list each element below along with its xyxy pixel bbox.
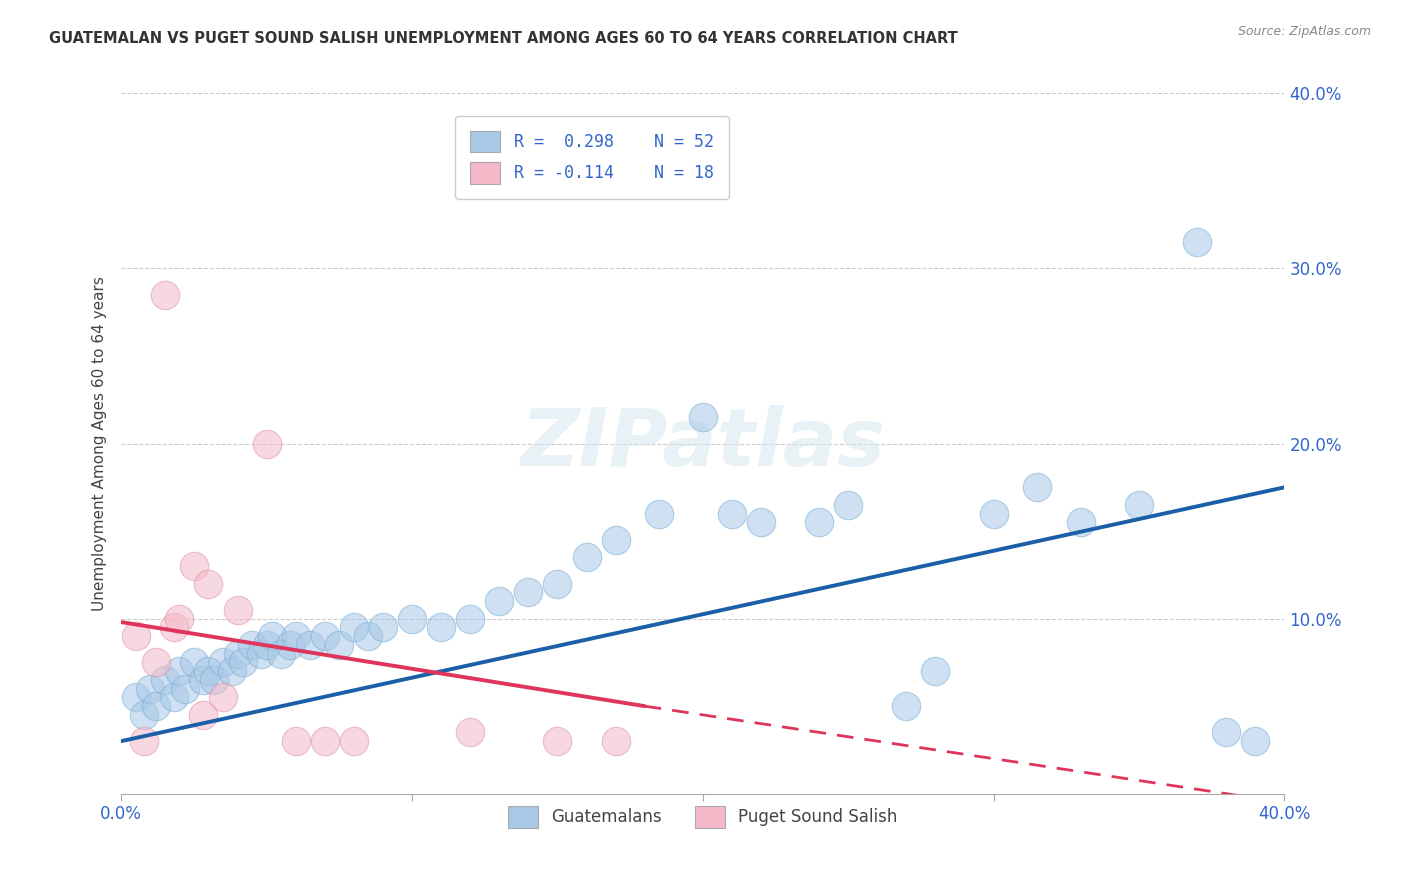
Point <box>357 629 380 643</box>
Point <box>145 699 167 714</box>
Text: GUATEMALAN VS PUGET SOUND SALISH UNEMPLOYMENT AMONG AGES 60 TO 64 YEARS CORRELAT: GUATEMALAN VS PUGET SOUND SALISH UNEMPLO… <box>49 31 957 46</box>
Point <box>749 516 772 530</box>
Point <box>256 638 278 652</box>
Point <box>278 638 301 652</box>
Point <box>458 611 481 625</box>
Point <box>721 507 744 521</box>
Point <box>162 620 184 634</box>
Y-axis label: Unemployment Among Ages 60 to 64 years: Unemployment Among Ages 60 to 64 years <box>93 277 107 611</box>
Text: ZIPatlas: ZIPatlas <box>520 404 886 483</box>
Text: Source: ZipAtlas.com: Source: ZipAtlas.com <box>1237 25 1371 38</box>
Point <box>692 410 714 425</box>
Point <box>648 507 671 521</box>
Point <box>174 681 197 696</box>
Point <box>153 287 176 301</box>
Point <box>183 656 205 670</box>
Point <box>191 707 214 722</box>
Point <box>256 436 278 450</box>
Point <box>191 673 214 687</box>
Point <box>314 734 336 748</box>
Point <box>517 585 540 599</box>
Point <box>299 638 322 652</box>
Point <box>983 507 1005 521</box>
Point <box>134 707 156 722</box>
Point <box>169 664 191 678</box>
Point <box>221 664 243 678</box>
Point <box>226 603 249 617</box>
Point <box>232 656 254 670</box>
Legend: R =  0.298    N = 52, R = -0.114    N = 18: R = 0.298 N = 52, R = -0.114 N = 18 <box>456 116 728 199</box>
Point <box>343 734 366 748</box>
Point <box>197 664 219 678</box>
Point <box>197 576 219 591</box>
Point <box>837 498 859 512</box>
Point <box>212 690 235 705</box>
Point <box>226 647 249 661</box>
Point <box>125 629 148 643</box>
Point <box>1026 480 1049 494</box>
Point <box>240 638 263 652</box>
Point <box>401 611 423 625</box>
Point <box>1128 498 1150 512</box>
Point <box>270 647 292 661</box>
Point <box>284 734 307 748</box>
Point <box>546 576 568 591</box>
Point <box>1070 516 1092 530</box>
Point <box>546 734 568 748</box>
Point <box>262 629 284 643</box>
Point <box>249 647 271 661</box>
Point <box>371 620 394 634</box>
Point <box>162 690 184 705</box>
Point <box>575 550 598 565</box>
Point <box>896 699 918 714</box>
Point <box>924 664 946 678</box>
Point <box>134 734 156 748</box>
Point <box>139 681 162 696</box>
Point <box>605 533 627 547</box>
Point <box>328 638 350 652</box>
Point <box>808 516 831 530</box>
Point <box>1185 235 1208 249</box>
Point <box>125 690 148 705</box>
Point <box>153 673 176 687</box>
Point <box>202 673 225 687</box>
Point <box>488 594 510 608</box>
Point <box>169 611 191 625</box>
Point <box>343 620 366 634</box>
Point <box>458 725 481 739</box>
Point <box>430 620 453 634</box>
Point <box>284 629 307 643</box>
Point <box>212 656 235 670</box>
Point <box>1215 725 1237 739</box>
Point <box>314 629 336 643</box>
Point <box>183 559 205 574</box>
Point <box>605 734 627 748</box>
Point <box>145 656 167 670</box>
Point <box>1244 734 1267 748</box>
